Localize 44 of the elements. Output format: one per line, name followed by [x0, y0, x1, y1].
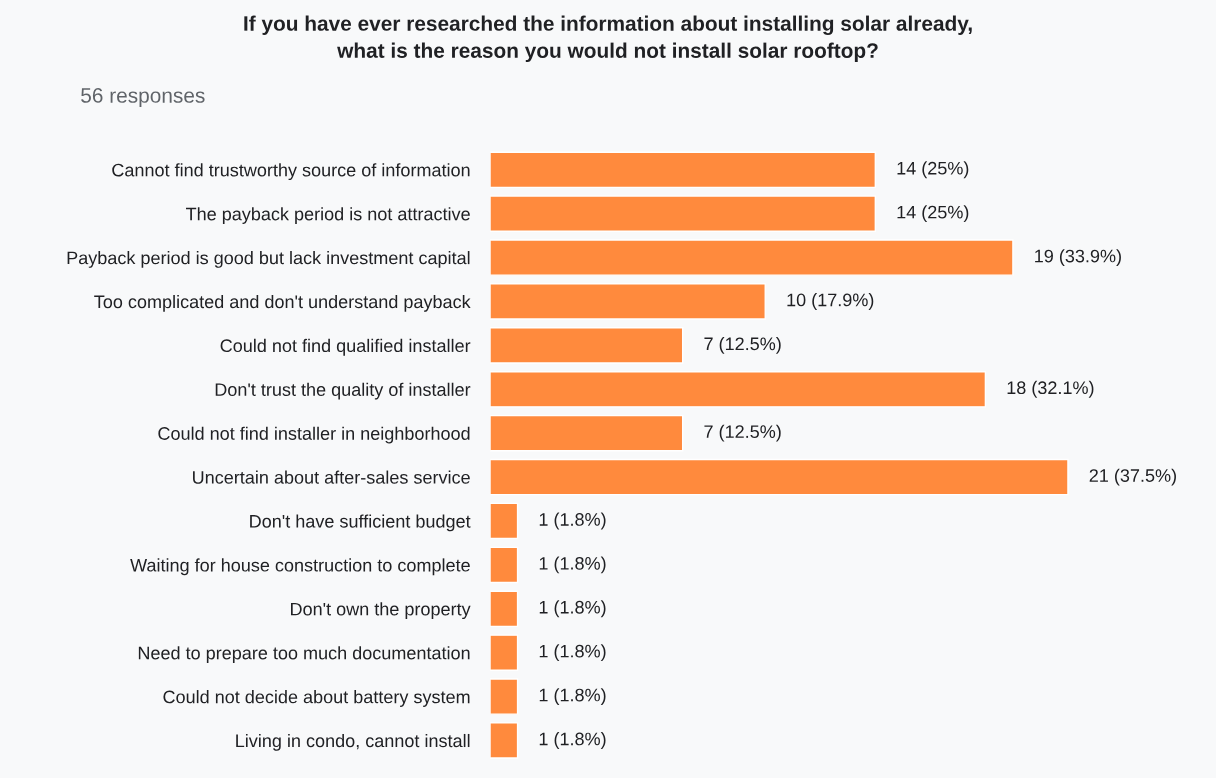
- data-label: 1 (1.8%): [539, 512, 606, 530]
- bar: [490, 151, 877, 189]
- bar: [490, 502, 519, 540]
- y-tick-label: Could not find qualified installer: [220, 338, 471, 356]
- y-tick-label: Could not decide about battery system: [163, 690, 470, 707]
- data-label: 1 (1.8%): [539, 644, 606, 662]
- data-label: 14 (25%): [897, 161, 969, 179]
- bar: [490, 546, 519, 584]
- text: 56 responses: [81, 88, 205, 107]
- bar: [490, 458, 1069, 496]
- bar: [490, 371, 987, 408]
- data-label: 21 (37.5%): [1089, 468, 1176, 486]
- data-label: 1 (1.8%): [539, 600, 606, 618]
- data-label: 7 (12.5%): [704, 336, 781, 354]
- y-tick-label: Uncertain about after-sales service: [193, 470, 470, 484]
- bar: [490, 414, 684, 452]
- data-label: 1 (1.8%): [539, 556, 606, 574]
- y-tick-label: Too complicated and don't understand payback: [94, 294, 471, 312]
- bar: [490, 590, 519, 628]
- y-tick-label: Don't have sufficient budget: [250, 514, 471, 532]
- bar: [490, 327, 684, 364]
- y-tick-label: The payback period is not attractive: [186, 207, 470, 224]
- y-tick-label: Living in condo, cannot install: [236, 733, 470, 751]
- y-tick-label: Payback period is good but lack investment capital: [67, 251, 470, 268]
- bar: [490, 678, 519, 715]
- data-label: 1 (1.8%): [539, 732, 606, 749]
- data-label: 14 (25%): [897, 205, 969, 223]
- bar: [490, 283, 766, 320]
- y-tick-label: Waiting for house construction to complete: [130, 558, 470, 576]
- y-tick-label: Need to prepare too much documentation: [138, 646, 470, 663]
- data-label: 18 (32.1%): [1007, 380, 1094, 398]
- y-tick-label: Cannot find trustworthy source of information: [112, 163, 470, 181]
- data-label: 1 (1.8%): [539, 688, 606, 705]
- bar: [490, 722, 519, 759]
- bar: [490, 634, 519, 671]
- bar: [490, 239, 1014, 276]
- y-tick-label: Don't own the property: [291, 602, 471, 620]
- data-label: 10 (17.9%): [787, 293, 874, 310]
- y-tick-label: Don't trust the quality of installer: [215, 382, 471, 400]
- chart-title: If you have ever researched the information about installing solar already, what is the reason you would not install solar rooftop?: [244, 15, 972, 63]
- data-label: 7 (12.5%): [704, 424, 781, 442]
- y-tick-label: Could not find installer in neighborhood: [158, 426, 470, 444]
- data-label: 19 (33.9%): [1035, 249, 1121, 266]
- bar: [490, 195, 877, 232]
